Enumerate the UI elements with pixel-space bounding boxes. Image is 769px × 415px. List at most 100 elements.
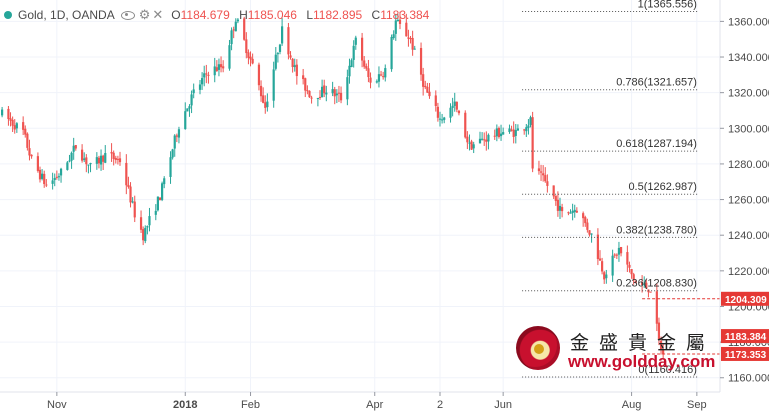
candle-body [205,73,208,75]
candle-body [81,149,84,161]
close-icon[interactable]: ✕ [152,7,164,22]
candle-body [186,108,189,112]
x-tick-label: Jun [494,399,512,411]
candle-body [156,196,159,211]
candle-body [57,176,61,178]
candle-body [316,97,319,99]
candle-body [605,274,608,279]
candle-body [276,53,279,55]
candle-body [453,101,456,106]
candle-body [390,36,393,70]
candle-body [112,152,115,159]
candle-body [232,29,235,31]
gear-icon[interactable]: ⚙ [138,7,151,22]
candle-body [472,144,475,149]
candle-body [354,37,357,45]
candle-body [426,86,429,93]
y-tick-label: 1300.000 [728,123,769,135]
candle-body [384,68,387,78]
candle-body [85,157,88,165]
candle-body [487,134,490,142]
candle-body [190,94,193,106]
candle-body [158,197,162,201]
candle-body [405,22,408,37]
candle-body [302,75,305,80]
candle-body [409,38,412,40]
open-key: O [171,8,181,22]
candle-body [537,168,541,172]
candle-body [198,84,202,90]
candle-body [11,119,14,126]
candle-body [438,118,442,120]
candle-body [169,157,172,177]
candle-body [234,21,237,32]
watermark-title: 金盛貴金屬 [570,332,716,354]
candle-body [567,212,570,214]
candle-body [598,258,602,261]
candle-body [257,64,261,86]
candle-body [424,85,427,88]
candle-body [38,169,42,180]
candle-body [264,102,267,108]
candle-body [382,76,385,78]
candle-body [281,26,284,44]
candle-body [177,129,181,138]
symbol-label[interactable]: Gold, 1D, OANDA [18,8,115,22]
candle-body [318,96,322,98]
candle-body [451,105,454,108]
candle-body [289,55,292,58]
candle-body [68,160,71,162]
candle-body [188,106,191,109]
price-tag [721,329,769,344]
candle-body [146,226,149,228]
candle-body [613,254,616,256]
candle-body [394,20,397,34]
candle-body [582,213,585,219]
price-tag-label: 1173.353 [725,350,767,361]
candle-body [554,195,557,201]
close-key: C [371,8,381,22]
price-tag-label: 1183.384 [725,332,767,343]
y-tick-label: 1220.000 [728,266,769,278]
candle-body [337,92,341,94]
candle-body [1,109,4,116]
candle-body [175,135,178,137]
candle-body [9,118,12,121]
candle-body [643,283,646,285]
candle-body [7,108,10,120]
candle-body [615,254,618,256]
candle-body [114,157,117,160]
candle-body [641,282,644,285]
candle-body [352,45,355,60]
candle-body [645,282,648,289]
fib-level-label: 0(1160.416) [638,364,697,376]
candle-body [228,45,231,69]
candle-body [478,138,482,144]
candle-body [396,20,399,22]
candle-body [586,222,589,230]
candle-body [573,209,576,213]
candle-body [95,157,98,164]
candle-body [45,184,48,186]
candle-body [561,207,564,212]
candle-body [584,217,587,224]
candle-body [546,181,549,186]
candle-body [13,125,16,130]
candle-body [36,156,39,171]
candle-body [102,155,105,162]
fib-level-label: 0.786(1321.657) [616,77,697,89]
candle-body [304,78,307,91]
candle-body [617,247,621,255]
y-tick-label: 1240.000 [728,230,769,242]
candle-body [66,162,69,170]
candle-body [230,30,233,45]
candle-body [628,264,631,268]
candle-body [556,199,559,211]
candle-body [201,78,204,85]
y-tick-label: 1160.000 [728,373,769,385]
candle-body [310,97,313,99]
candle-body [133,201,136,218]
fib-level-label: 0.236(1208.830) [616,278,697,290]
eye-icon[interactable] [120,10,135,20]
